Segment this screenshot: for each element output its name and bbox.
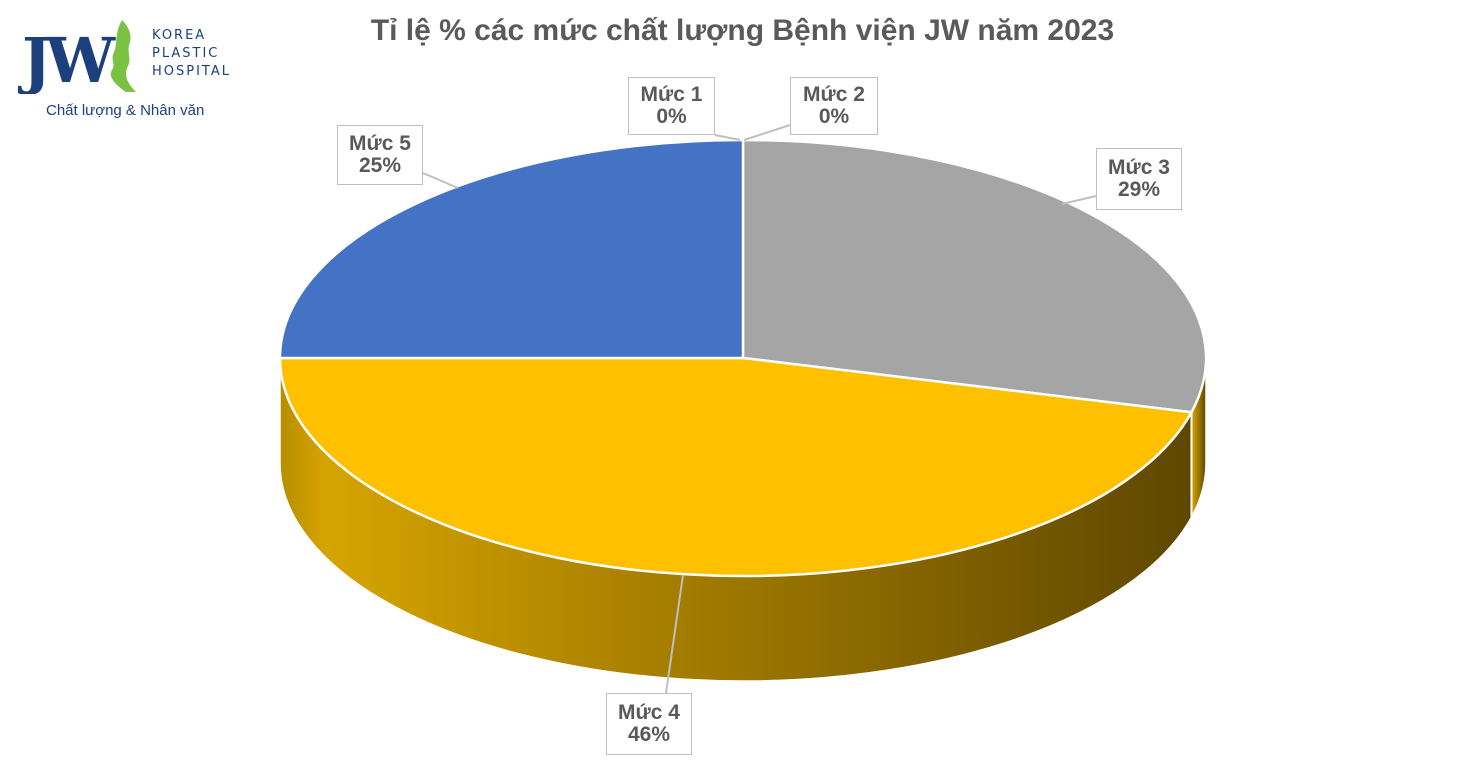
pie-slice-mức-4 <box>278 356 1193 578</box>
leader-line-mức-1 <box>714 134 741 141</box>
pie-sides <box>279 357 1207 682</box>
data-label-name: Mức 3 <box>1108 156 1170 179</box>
data-label-mức-5: Mức 5 25% <box>337 125 423 185</box>
data-label-name: Mức 4 <box>618 701 680 724</box>
data-label-name: Mức 2 <box>803 83 865 106</box>
logo-mark-text: JW <box>18 24 116 94</box>
pie-slice-mức-5 <box>278 138 745 360</box>
leader-line-mức-2 <box>743 124 791 141</box>
data-label-value: 46% <box>627 723 671 746</box>
leader-line-mức-3 <box>1061 195 1097 205</box>
logo-line-korea: KOREA <box>152 28 207 43</box>
chart-title: Tỉ lệ % các mức chất lượng Bệnh viện JW … <box>370 14 1115 47</box>
jw-logo-mark-icon: JW <box>18 20 136 94</box>
data-label-value: 0% <box>818 105 850 128</box>
data-label-value: 0% <box>656 105 687 128</box>
leader-line-mức-4 <box>665 574 684 694</box>
data-label-mức-3: Mức 3 29% <box>1096 148 1182 210</box>
pie-slice-mức-3 <box>741 138 1208 414</box>
data-label-value: 25% <box>358 154 402 177</box>
data-label-mức-4: Mức 4 46% <box>606 693 692 755</box>
logo-slogan: Chất lượng & Nhân văn <box>46 102 205 119</box>
data-label-value: 29% <box>1117 178 1161 201</box>
pie-tops <box>278 138 1208 578</box>
data-label-mức-1: Mức 1 0% <box>628 77 715 135</box>
logo-line-hospital: HOSPITAL <box>152 64 232 79</box>
logo-line-plastic: PLASTIC <box>152 46 220 61</box>
face-profile-icon <box>110 20 136 92</box>
data-label-name: Mức 5 <box>349 132 411 155</box>
data-label-name: Mức 1 <box>640 83 703 106</box>
hospital-logo: JW KOREA PLASTIC HOSPITAL Chất lượng & N… <box>18 14 268 124</box>
data-label-mức-2: Mức 2 0% <box>790 77 878 135</box>
pie-leaders <box>422 124 1097 694</box>
leader-line-mức-5 <box>422 172 459 189</box>
